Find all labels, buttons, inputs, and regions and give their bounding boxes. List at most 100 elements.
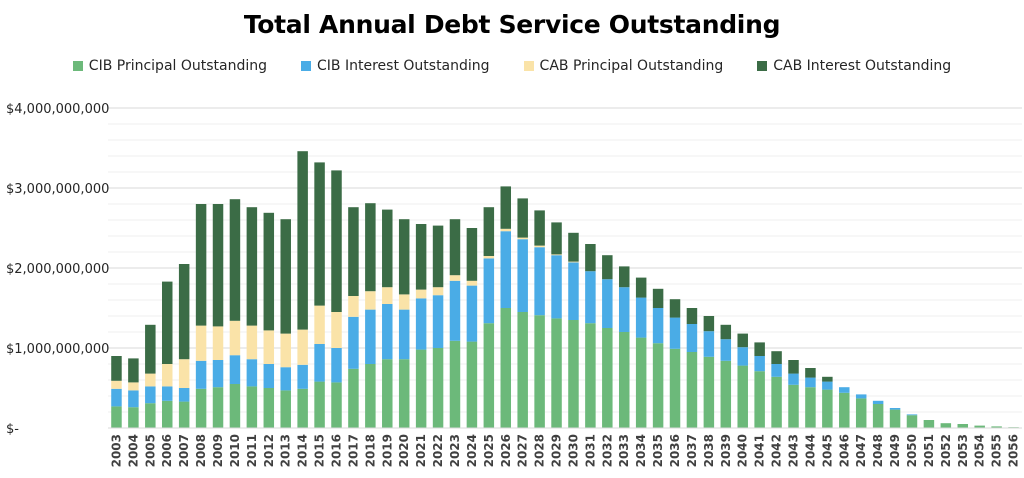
bar-segment (111, 406, 122, 428)
bar-segment (178, 401, 190, 428)
x-tick-label: 2005 (143, 434, 157, 467)
bar-segment (348, 316, 359, 369)
bar-segment (466, 285, 478, 342)
x-tick-label: 2004 (126, 434, 140, 467)
bar-segment (602, 328, 613, 428)
x-tick-label: 2015 (313, 434, 327, 467)
bar-segment (568, 320, 579, 428)
bar-segment (534, 315, 545, 428)
x-tick-label: 2030 (566, 434, 580, 467)
legend-item-cib-interest: CIB Interest Outstanding (301, 58, 490, 74)
y-tick-label: $1,000,000,000 (6, 342, 109, 357)
bar-segment (534, 247, 545, 316)
bar-segment (348, 207, 359, 296)
bar-segment (618, 287, 630, 332)
bar-segment (398, 219, 410, 295)
x-tick-label: 2021 (414, 434, 428, 467)
bar-segment (788, 360, 799, 374)
x-tick-label: 2037 (685, 434, 699, 467)
x-tick-label: 2013 (279, 434, 293, 467)
bar-segment (957, 424, 969, 428)
bar-segment (229, 355, 241, 384)
bar-segment (720, 360, 732, 428)
bar-segment (737, 365, 748, 428)
y-tick-label: $2,000,000,000 (6, 262, 109, 277)
chart-title: Total Annual Debt Service Outstanding (243, 10, 781, 39)
x-tick-label: 2048 (871, 434, 885, 467)
x-tick-label: 2038 (702, 434, 716, 467)
bar-segment (415, 349, 427, 428)
bar-segment (297, 329, 308, 365)
bar-segment (212, 326, 224, 360)
bar-segment (398, 359, 410, 428)
bar-segment (906, 414, 918, 416)
bar-segment (974, 425, 985, 428)
bar-segment (500, 308, 512, 428)
x-tick-label: 2007 (177, 434, 191, 467)
x-tick-label: 2032 (600, 434, 614, 467)
bar-segment (145, 403, 156, 428)
bar-segment (348, 296, 359, 317)
bar-segment (432, 225, 444, 288)
bar-segment (839, 387, 850, 393)
bar-segment (195, 204, 207, 326)
x-tick-label: 2029 (550, 434, 564, 467)
legend-label-cib-principal: CIB Principal Outstanding (88, 58, 268, 74)
bar-segment (602, 279, 613, 328)
bar-segment (686, 352, 698, 428)
legend-swatch-cab-interest (757, 61, 768, 71)
bar-segment (754, 371, 765, 428)
bar-segment (652, 308, 664, 344)
legend-label-cab-principal: CAB Principal Outstanding (539, 58, 724, 74)
x-tick-label: 2035 (651, 434, 665, 467)
bar-segment (415, 224, 427, 290)
bar-segment (517, 198, 528, 238)
bar-segment (314, 305, 325, 344)
y-tick-label: $- (6, 422, 19, 437)
x-tick-label: 2006 (160, 434, 174, 467)
bar-segment (669, 299, 681, 318)
bar-segment (585, 244, 596, 272)
bar-segment (212, 387, 224, 428)
bar-segment (382, 287, 393, 304)
bar-segment (703, 356, 715, 428)
bar-segment (263, 388, 275, 428)
x-tick-label: 2056 (1007, 434, 1021, 467)
legend-swatch-cib-principal (72, 61, 83, 71)
legend-swatch-cib-interest (301, 61, 312, 71)
bar-segment (449, 340, 461, 428)
bar-segment (483, 258, 495, 324)
bar-segment (246, 207, 258, 326)
bar-segment (365, 291, 376, 310)
bar-segment (618, 266, 630, 288)
legend-swatch-cab-principal (523, 61, 534, 71)
x-tick-label: 2055 (990, 434, 1004, 467)
bar-segment (229, 320, 241, 356)
bar-segment (618, 332, 630, 428)
bar-segment (872, 404, 884, 428)
bar-segment (805, 377, 816, 388)
bar-segment (161, 400, 173, 428)
bar-segment (161, 386, 173, 401)
bar-segment (788, 384, 799, 428)
bar-segment (788, 373, 799, 385)
bar-segment (398, 309, 410, 360)
bar-segment (771, 364, 782, 377)
bar-segment (398, 294, 410, 310)
bar-segment (382, 304, 393, 360)
bar-segment (771, 376, 782, 428)
bar-segment (348, 368, 359, 428)
bar-segment (737, 333, 748, 348)
bar-segment (449, 219, 461, 276)
bar-segment (195, 360, 207, 389)
x-tick-label: 2047 (854, 434, 868, 467)
bar-segment (314, 162, 325, 306)
x-tick-label: 2046 (837, 434, 851, 467)
bar-segment (568, 262, 579, 320)
bar-segment (602, 255, 613, 280)
x-tick-label: 2016 (330, 434, 344, 467)
bar-segment (331, 312, 342, 348)
bar-segment (128, 382, 139, 391)
